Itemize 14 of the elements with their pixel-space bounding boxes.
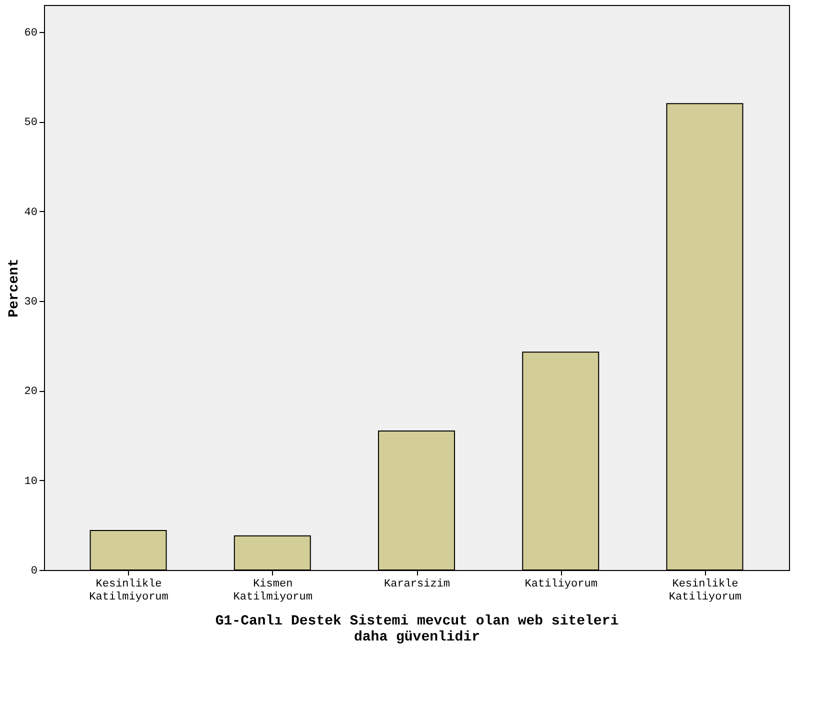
y-tick-label: 20 <box>24 386 38 398</box>
y-tick-label: 40 <box>24 206 38 219</box>
y-tick-label: 30 <box>24 296 38 308</box>
x-tick-label: Kesinlikle Katiliyorum <box>668 578 742 604</box>
x-tick-label: Kesinlikle Katilmiyorum <box>89 578 169 604</box>
x-tick-label: Katiliyorum <box>524 578 598 590</box>
x-tick-label: Kismen Katilmiyorum <box>233 578 313 604</box>
y-tick-label: 50 <box>24 117 38 130</box>
x-tick-label: Kararsizim <box>384 578 450 590</box>
y-tick-label: 60 <box>24 27 38 40</box>
y-tick-label: 10 <box>24 476 38 488</box>
y-axis-title: Percent <box>6 258 22 318</box>
x-axis-title: G1-Canlı Destek Sistemi mevcut olan web siteleri daha güvenlidir <box>215 614 619 646</box>
y-tick-label: 0 <box>30 566 38 578</box>
